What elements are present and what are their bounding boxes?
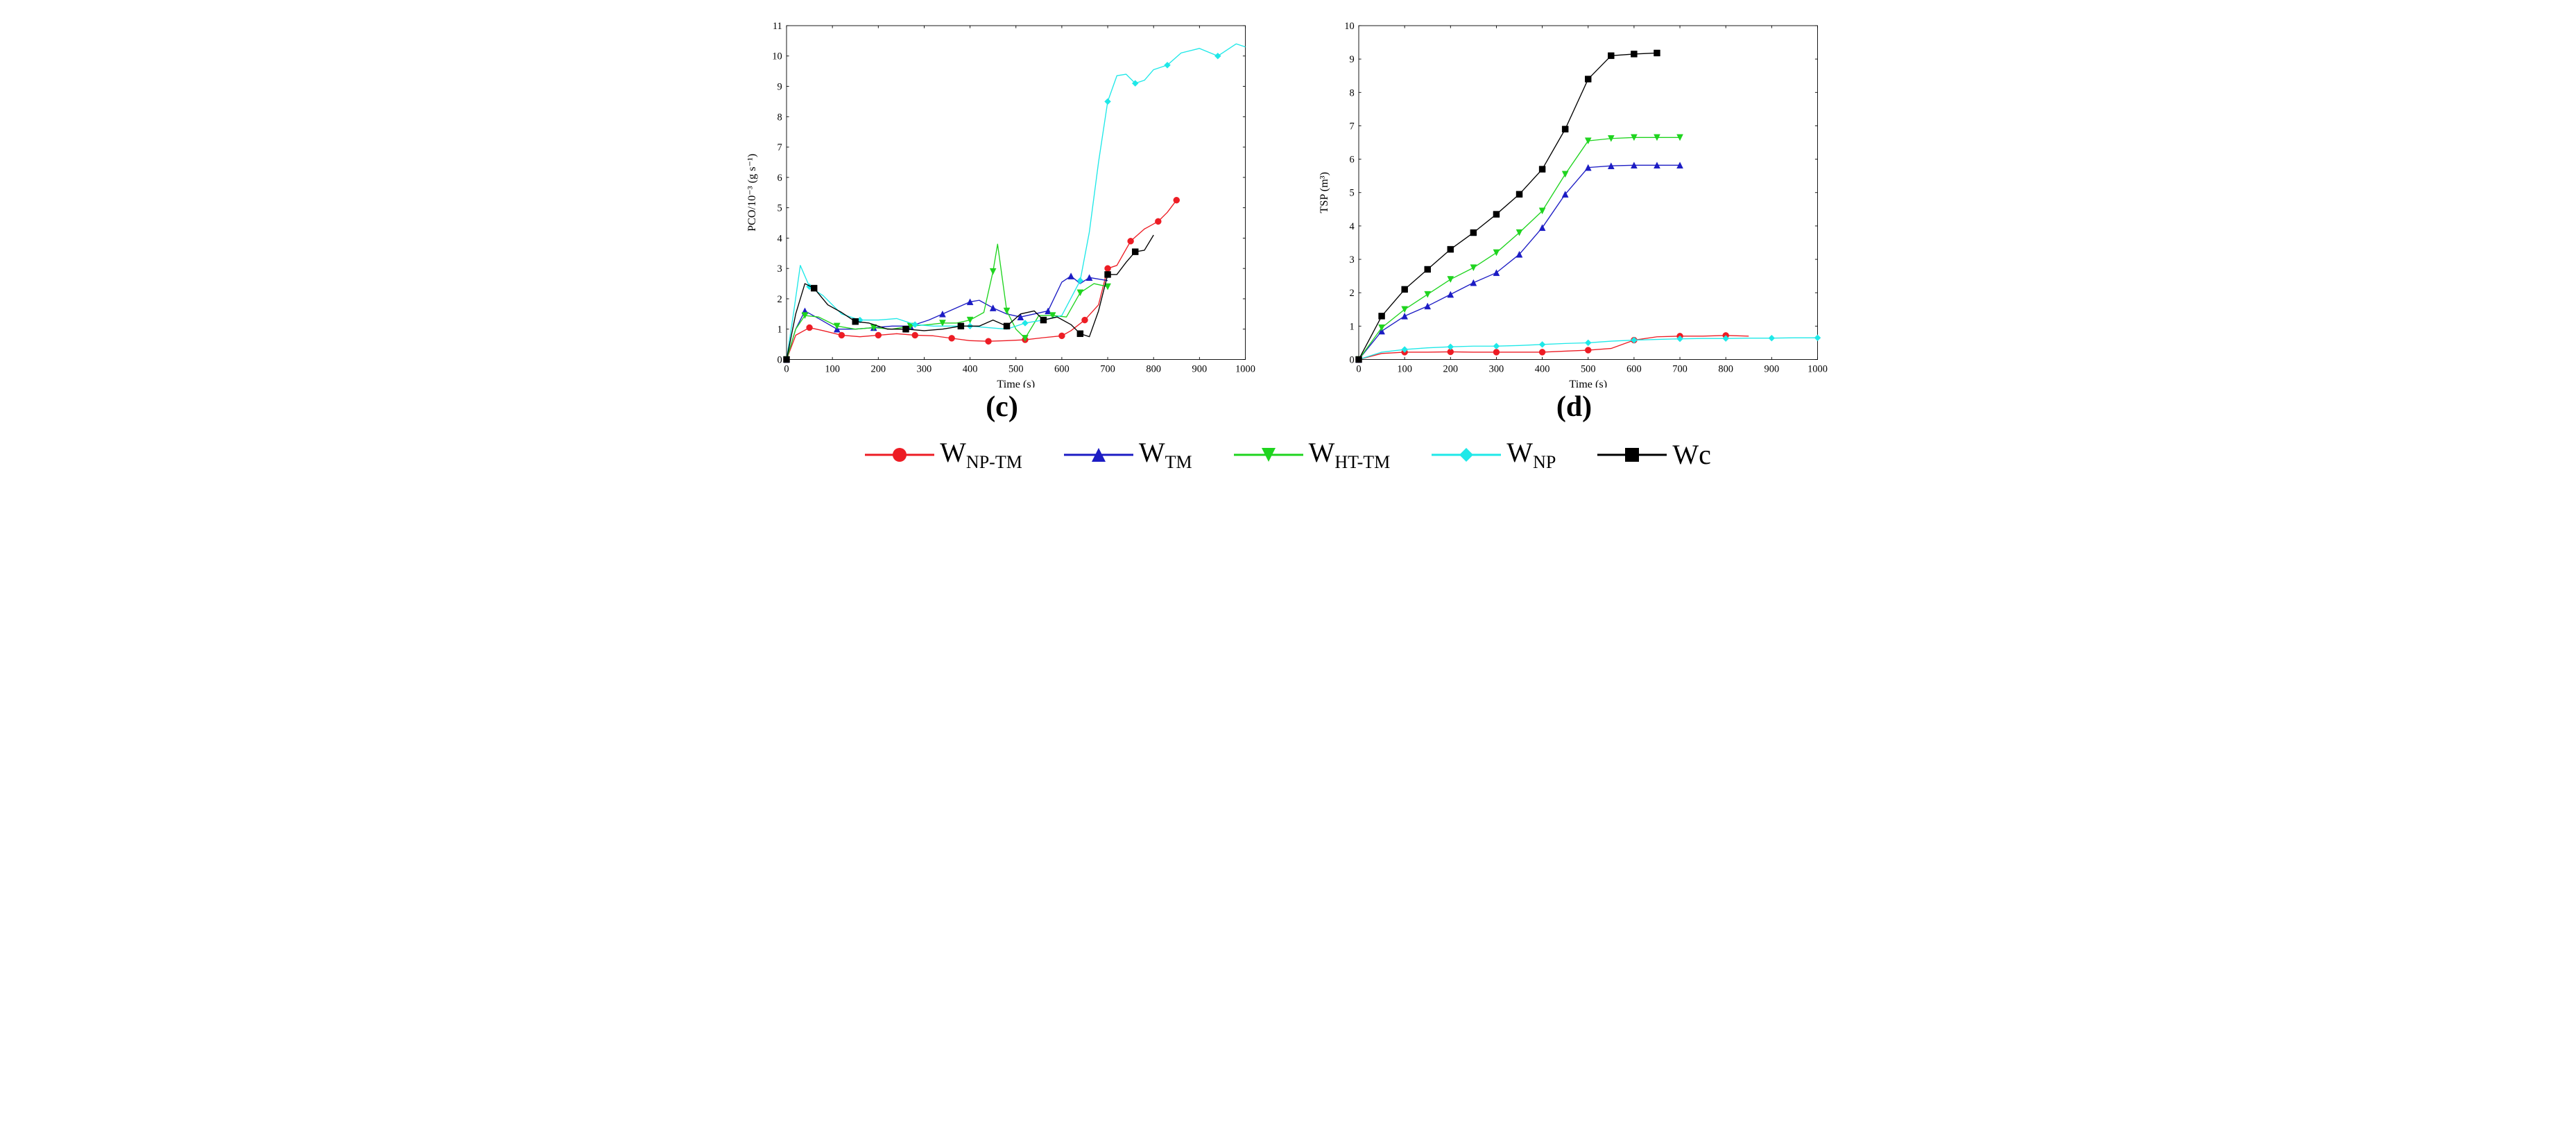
svg-text:0: 0 (1349, 354, 1354, 365)
svg-text:100: 100 (825, 364, 840, 375)
left-panel: 0 100 200 300 400 500 600 700 800 900 1000 0 1 2 3 4 5 6 7… (737, 7, 1267, 424)
svg-text:400: 400 (963, 364, 978, 375)
svg-text:600: 600 (1626, 364, 1642, 375)
legend-swatch (1234, 445, 1303, 465)
svg-text:6: 6 (1349, 155, 1354, 166)
svg-text:2: 2 (777, 294, 782, 305)
svg-text:900: 900 (1764, 364, 1780, 375)
svg-text:300: 300 (1489, 364, 1504, 375)
svg-text:800: 800 (1718, 364, 1733, 375)
legend-swatch (865, 445, 934, 465)
svg-text:0: 0 (777, 354, 782, 365)
svg-text:900: 900 (1192, 364, 1208, 375)
pco-chart: 0 100 200 300 400 500 600 700 800 900 1000 0 1 2 3 4 5 6 7… (737, 7, 1267, 388)
svg-text:500: 500 (1008, 364, 1024, 375)
svg-text:0: 0 (784, 364, 789, 375)
svg-text:4: 4 (1349, 221, 1354, 232)
svg-text:5: 5 (777, 203, 782, 214)
svg-text:400: 400 (1535, 364, 1550, 375)
svg-text:700: 700 (1100, 364, 1115, 375)
legend-label: WHT-TM (1309, 436, 1391, 473)
svg-text:Time (s): Time (s) (1569, 378, 1607, 388)
legend-item-W_TM: WTM (1064, 436, 1192, 473)
svg-text:0: 0 (1356, 364, 1361, 375)
caption-c: (c) (986, 390, 1018, 424)
svg-text:TSP (m³): TSP (m³) (1318, 172, 1330, 214)
svg-text:1000: 1000 (1235, 364, 1255, 375)
svg-text:1000: 1000 (1808, 364, 1828, 375)
svg-text:7: 7 (1349, 121, 1354, 132)
svg-text:3: 3 (1349, 254, 1354, 266)
svg-text:9: 9 (1349, 54, 1354, 65)
svg-text:1: 1 (777, 324, 782, 336)
svg-text:8: 8 (777, 112, 782, 123)
legend-swatch (1064, 445, 1133, 465)
legend-item-Wc: Wc (1597, 438, 1711, 471)
svg-text:8: 8 (1349, 87, 1354, 98)
svg-text:1: 1 (1349, 321, 1354, 332)
legend-item-W_NP_TM: WNP-TM (865, 436, 1022, 473)
right-panel: 0 100 200 300 400 500 600 700 800 900 1000 0 1 2 3 4 5 6 7… (1309, 7, 1839, 424)
svg-text:10: 10 (772, 51, 782, 62)
legend-label: WNP (1506, 436, 1556, 473)
svg-text:2: 2 (1349, 288, 1354, 299)
svg-text:100: 100 (1397, 364, 1412, 375)
svg-text:800: 800 (1146, 364, 1161, 375)
legend-swatch (1432, 445, 1501, 465)
legend-item-W_NP: WNP (1432, 436, 1556, 473)
svg-text:4: 4 (777, 233, 782, 244)
tsp-chart: 0 100 200 300 400 500 600 700 800 900 1000 0 1 2 3 4 5 6 7… (1309, 7, 1839, 388)
legend-swatch (1597, 445, 1667, 465)
svg-text:11: 11 (773, 21, 782, 32)
legend-label: WNP-TM (940, 436, 1022, 473)
svg-text:7: 7 (777, 142, 782, 153)
svg-text:3: 3 (777, 263, 782, 275)
svg-text:PCO/10⁻³ (g s⁻¹): PCO/10⁻³ (g s⁻¹) (746, 154, 758, 232)
svg-text:500: 500 (1581, 364, 1596, 375)
svg-text:Time (s): Time (s) (997, 378, 1035, 388)
svg-text:6: 6 (777, 173, 782, 184)
legend-label: Wc (1672, 438, 1711, 471)
svg-text:300: 300 (917, 364, 932, 375)
svg-text:200: 200 (871, 364, 886, 375)
svg-text:9: 9 (777, 81, 782, 92)
svg-text:700: 700 (1672, 364, 1688, 375)
caption-d: (d) (1556, 390, 1592, 424)
svg-text:10: 10 (1344, 21, 1354, 32)
legend-item-W_HT_TM: WHT-TM (1234, 436, 1391, 473)
legend-label: WTM (1139, 436, 1192, 473)
legend: WNP-TM WTM WHT-TM WNP Wc (865, 436, 1711, 473)
svg-text:5: 5 (1349, 188, 1354, 199)
svg-text:600: 600 (1054, 364, 1070, 375)
svg-text:200: 200 (1443, 364, 1459, 375)
